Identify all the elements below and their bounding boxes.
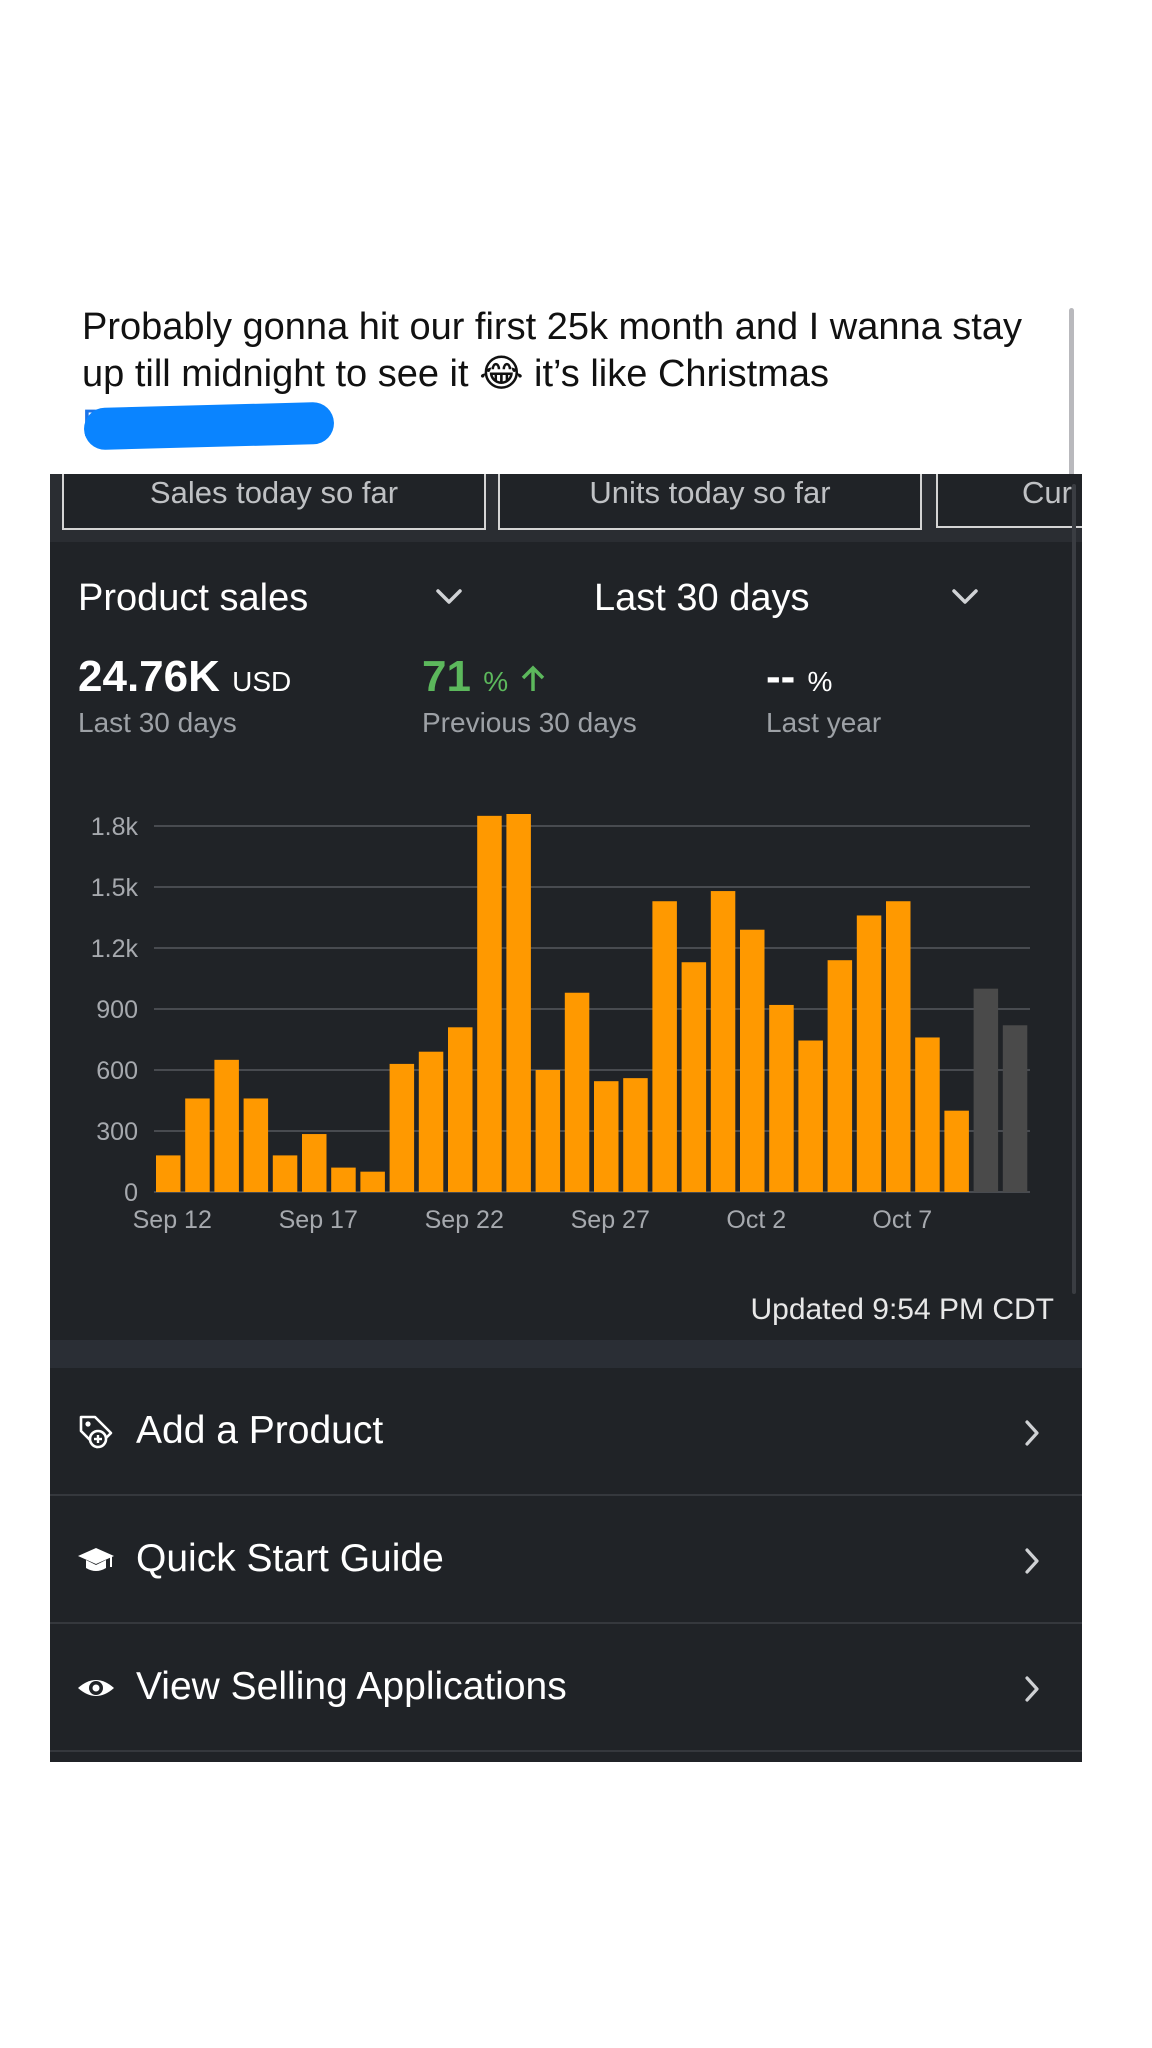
summary-tabs: Sales today so far Units today so far Cu… [50, 474, 1082, 542]
bar-oct-11[interactable] [1002, 1025, 1028, 1192]
total-sales-label: Last 30 days [78, 707, 237, 738]
bar-sep-16[interactable] [272, 1155, 298, 1192]
x-tick-label: Oct 7 [872, 1206, 932, 1234]
y-tick-label: 1.2k [91, 935, 139, 963]
quick-start-label: Quick Start Guide [136, 1537, 444, 1580]
x-tick-label: Sep 22 [425, 1206, 504, 1234]
bar-sep-29[interactable] [652, 901, 677, 1192]
graduation-cap-icon [78, 1548, 114, 1571]
x-tick-label: Sep 27 [571, 1206, 650, 1234]
bar-sep-19[interactable] [360, 1171, 385, 1192]
bar-sep-15[interactable] [243, 1098, 269, 1192]
y-tick-label: 600 [96, 1057, 138, 1085]
prev-period-change: 71 % [422, 652, 546, 707]
total-sales: 24.76K USD [78, 652, 291, 707]
bar-oct-4[interactable] [798, 1040, 823, 1192]
chevron-right-icon [1025, 1548, 1039, 1574]
total-sales-value: 24.76K [78, 652, 220, 701]
chevron-down-icon[interactable] [434, 586, 464, 608]
tab-sales-today[interactable]: Sales today so far [62, 474, 486, 530]
prev-change-unit: % [483, 666, 509, 697]
bar-sep-25[interactable] [535, 1070, 561, 1192]
bar-sep-20[interactable] [389, 1063, 415, 1192]
bar-sep-18[interactable] [331, 1167, 356, 1192]
menu-item-quick-start[interactable]: Quick Start Guide [50, 1496, 1082, 1624]
chevron-down-icon[interactable] [950, 586, 980, 608]
menu-item-add-product[interactable]: Add a Product [50, 1368, 1082, 1496]
bar-sep-30[interactable] [681, 962, 707, 1192]
bar-sep-21[interactable] [418, 1051, 444, 1192]
bar-oct-10[interactable] [973, 988, 999, 1192]
x-tick-label: Oct 2 [726, 1206, 786, 1234]
bar-sep-12[interactable] [156, 1155, 181, 1192]
y-tick-label: 900 [96, 996, 138, 1024]
bar-oct-1[interactable] [710, 891, 736, 1192]
section-divider [50, 1340, 1082, 1368]
sales-bar-chart: 0 300 600 900 1.2k 1.5k 1.8k Sep 12 Sep 17 Sep 22… [91, 814, 1030, 1234]
year-change-unit: % [807, 666, 833, 697]
redaction-scribble [83, 401, 335, 451]
metric-select[interactable]: Product sales [78, 577, 309, 619]
bar-sep-28[interactable] [623, 1078, 648, 1192]
y-tick-label: 0 [124, 1179, 138, 1207]
bar-oct-7[interactable] [886, 901, 911, 1192]
bar-sep-14[interactable] [214, 1059, 239, 1192]
bar-sep-23[interactable] [477, 815, 502, 1192]
bar-oct-8[interactable] [915, 1037, 940, 1192]
year-change-value: -- [766, 652, 796, 701]
y-tick-label: 1.5k [91, 874, 139, 902]
bar-sep-22[interactable] [448, 1027, 473, 1192]
y-tick-label: 1.8k [91, 814, 139, 841]
bar-sep-17[interactable] [302, 1134, 327, 1192]
post-text: Probably gonna hit our first 25k month a… [82, 306, 1022, 395]
y-tick-label: 300 [96, 1118, 138, 1146]
x-tick-label: Sep 17 [279, 1206, 358, 1234]
updated-timestamp: Updated 9:54 PM CDT [750, 1293, 1054, 1326]
menu-item-selling-applications[interactable]: View Selling Applications [50, 1624, 1082, 1752]
chevron-right-icon [1025, 1676, 1039, 1702]
bar-sep-24[interactable] [506, 814, 531, 1192]
prev-change-value: 71 [422, 652, 471, 701]
total-sales-unit: USD [232, 666, 292, 697]
x-tick-label: Sep 12 [133, 1206, 212, 1234]
caption-scrollbar[interactable] [1069, 308, 1074, 474]
tab-current[interactable]: Cur [936, 474, 1082, 528]
period-select[interactable]: Last 30 days [594, 577, 810, 619]
selling-applications-label: View Selling Applications [136, 1665, 567, 1708]
bar-oct-9[interactable] [944, 1110, 969, 1192]
bar-oct-5[interactable] [827, 960, 853, 1192]
arrow-up-icon [522, 665, 545, 691]
bar-sep-13[interactable] [185, 1098, 210, 1192]
tag-plus-icon [79, 1415, 113, 1449]
seller-dashboard: Sales today so far Units today so far Cu… [50, 474, 1082, 1762]
prev-period-label: Previous 30 days [422, 707, 637, 738]
add-product-label: Add a Product [136, 1409, 384, 1452]
bar-oct-6[interactable] [856, 915, 882, 1192]
bar-sep-27[interactable] [594, 1081, 619, 1192]
bar-oct-3[interactable] [769, 1004, 794, 1192]
eye-icon [78, 1680, 114, 1696]
last-year-change: -- % [766, 652, 832, 707]
last-year-label: Last year [766, 707, 882, 738]
bar-sep-26[interactable] [564, 992, 590, 1192]
tab-units-today[interactable]: Units today so far [498, 474, 922, 530]
bar-oct-2[interactable] [740, 929, 765, 1192]
chevron-right-icon [1025, 1420, 1039, 1446]
chart-scrollbar[interactable] [1072, 484, 1076, 1294]
